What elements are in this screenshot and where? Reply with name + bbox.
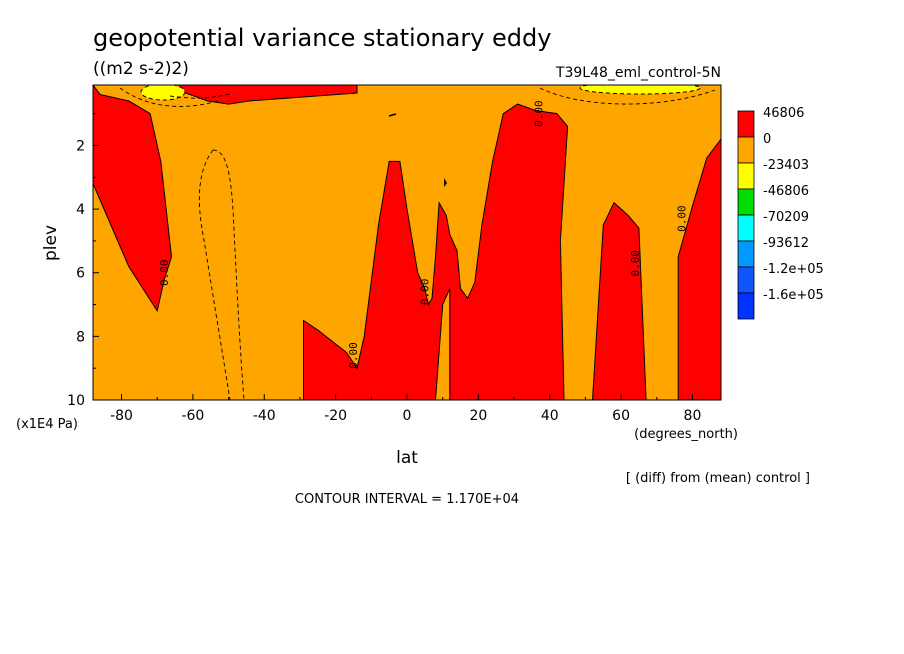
y-tick-label: 6 — [76, 266, 85, 282]
color-legend: 46806 0 -23403 -46806 -70209 -93612 -1.2e+05 -1… — [737, 106, 824, 320]
legend-swatch — [737, 162, 755, 190]
x-tick-label: 40 — [541, 408, 559, 424]
x-axis: -80 -60 -40 -20 0 20 40 60 80 — [110, 394, 701, 424]
legend-label: -70209 — [763, 210, 809, 225]
comparison-note: [ (diff) from (mean) control ] — [626, 471, 810, 486]
y-tick-label: 2 — [76, 138, 85, 154]
negative-contour-line — [212, 149, 245, 400]
x-axis-units: (degrees_north) — [634, 427, 738, 442]
y-tick-label: 10 — [67, 393, 85, 409]
legend-label: -1.6e+05 — [763, 288, 824, 303]
legend-label: -93612 — [763, 236, 809, 251]
small-contour — [388, 113, 397, 117]
run-label: T39L48_eml_control-5N — [555, 65, 721, 81]
positive-region-top-band — [170, 85, 358, 105]
zero-contour-label: 0.00 — [629, 250, 642, 277]
legend-swatch — [737, 136, 755, 164]
positive-region-south-west — [93, 85, 173, 313]
legend-label: -46806 — [763, 184, 809, 199]
legend-label: -23403 — [763, 158, 809, 173]
small-contour — [444, 178, 447, 187]
x-tick-label: -60 — [181, 408, 204, 424]
chart-units: ((m2 s-2)2) — [93, 59, 189, 79]
legend-swatch — [737, 240, 755, 268]
positive-region-equatorial — [303, 103, 569, 400]
y-axis: 2 4 6 8 10 — [67, 113, 99, 409]
positive-region-southern-60N — [591, 201, 647, 400]
y-tick-label: 8 — [76, 329, 85, 345]
legend-swatch — [737, 292, 755, 320]
negative-contour-line — [539, 87, 716, 105]
x-tick-label: 20 — [469, 408, 487, 424]
legend-swatch — [737, 266, 755, 294]
y-tick-label: 4 — [76, 202, 85, 218]
legend-label: -1.2e+05 — [763, 262, 824, 277]
legend-swatch — [737, 110, 755, 138]
x-tick-label: 60 — [612, 408, 630, 424]
chart-title: geopotential variance stationary eddy — [93, 24, 551, 52]
contour-interval: CONTOUR INTERVAL = 1.170E+04 — [295, 492, 519, 507]
zero-contour-label: 0.00 — [158, 259, 171, 286]
positive-region-north-pole — [677, 138, 721, 400]
x-tick-label: -80 — [110, 408, 133, 424]
x-tick-label: -20 — [324, 408, 347, 424]
legend-swatch — [737, 214, 755, 242]
zero-contour-label: 0.00 — [347, 342, 360, 369]
negative-pocket-south — [140, 85, 186, 101]
x-tick-label: 80 — [684, 408, 702, 424]
y-axis-units: (x1E4 Pa) — [16, 417, 78, 432]
zero-contour-label: 0.00 — [533, 100, 546, 127]
y-axis-label: plev — [41, 225, 61, 261]
negative-pocket-north — [579, 85, 701, 95]
plot-area: 0.00 0.00 0.00 0.00 0.00 0.00 — [92, 84, 722, 401]
x-tick-label: 0 — [403, 408, 412, 424]
legend-label: 46806 — [763, 106, 804, 121]
x-axis-label: lat — [396, 448, 418, 468]
legend-label: 0 — [763, 132, 771, 147]
zero-contour-label: 0.00 — [675, 205, 688, 232]
negative-contour-line — [119, 87, 221, 107]
negative-contour-line — [198, 149, 231, 400]
zero-contour-label: 0.00 — [418, 279, 431, 306]
x-tick-label: -40 — [253, 408, 276, 424]
legend-swatch — [737, 188, 755, 216]
